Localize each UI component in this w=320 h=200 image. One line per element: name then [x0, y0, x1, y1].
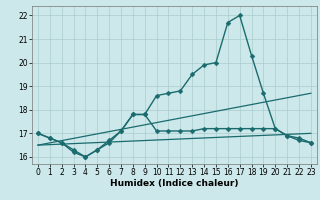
X-axis label: Humidex (Indice chaleur): Humidex (Indice chaleur): [110, 179, 239, 188]
